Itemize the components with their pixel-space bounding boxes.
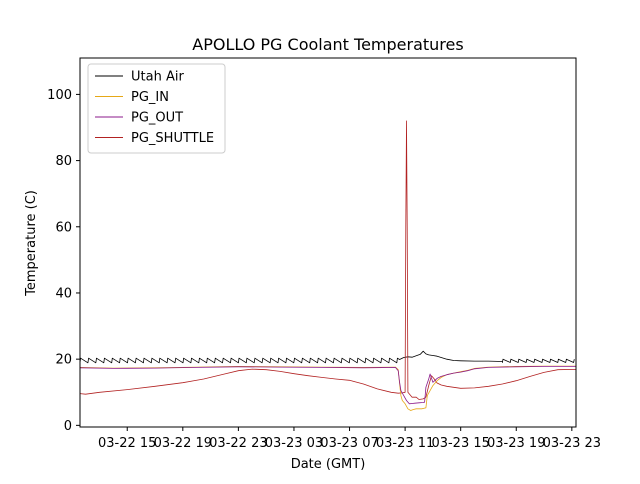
series-line-pg-in	[79, 365, 576, 411]
legend-label: PG_SHUTTLE	[131, 131, 214, 146]
x-tick-label: 03-23 15	[431, 436, 489, 451]
y-tick-label: 20	[55, 353, 72, 368]
x-tick-label: 03-22 19	[154, 436, 212, 451]
legend-label: PG_OUT	[131, 111, 183, 126]
y-tick-label: 80	[55, 154, 72, 169]
plot-frame	[79, 57, 577, 428]
y-tick-label: 40	[55, 286, 72, 301]
y-axis-label: Temperature (C)	[24, 190, 39, 297]
x-tick-label: 03-23 11	[376, 436, 434, 451]
y-tick-label: 0	[64, 419, 72, 434]
series-line-pg-out	[79, 366, 576, 405]
x-tick-label: 03-22 23	[209, 436, 267, 451]
x-tick-label: 03-23 03	[265, 436, 323, 451]
y-tick-label: 60	[55, 220, 72, 235]
chart-marks	[79, 120, 577, 411]
x-tick-label: 03-22 15	[98, 436, 156, 451]
series-line-pg-shuttle	[79, 120, 577, 400]
chart-title: APOLLO PG Coolant Temperatures	[192, 35, 463, 54]
legend-box	[87, 63, 226, 154]
y-axis: 0 20 40 60 80 100	[47, 88, 80, 434]
legend-label: PG_IN	[131, 90, 169, 105]
x-tick-label: 03-23 07	[320, 436, 378, 451]
y-tick-label: 100	[47, 88, 72, 103]
series-line-utah-air	[79, 350, 575, 364]
legend: Utah Air PG_IN PG_OUT PG_SHUTTLE	[87, 63, 226, 154]
x-tick-label: 03-23 19	[487, 436, 545, 451]
legend-label: Utah Air	[131, 70, 184, 85]
x-axis-label: Date (GMT)	[291, 457, 366, 472]
x-tick-label: 03-23 23	[543, 436, 601, 451]
